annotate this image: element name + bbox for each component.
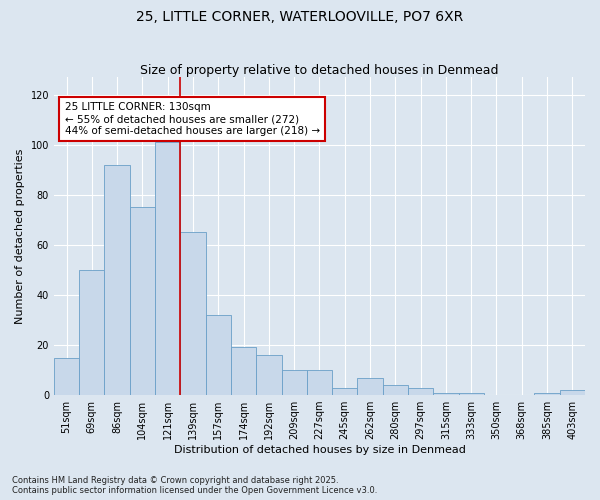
- Bar: [54, 358, 79, 395]
- Text: 25, LITTLE CORNER, WATERLOOVILLE, PO7 6XR: 25, LITTLE CORNER, WATERLOOVILLE, PO7 6X…: [136, 10, 464, 24]
- Bar: [433, 392, 458, 395]
- Bar: [535, 392, 560, 395]
- Bar: [256, 355, 281, 395]
- Y-axis label: Number of detached properties: Number of detached properties: [15, 148, 25, 324]
- Bar: [155, 142, 181, 395]
- Bar: [307, 370, 332, 395]
- Title: Size of property relative to detached houses in Denmead: Size of property relative to detached ho…: [140, 64, 499, 77]
- Bar: [281, 370, 307, 395]
- Bar: [79, 270, 104, 395]
- Bar: [332, 388, 358, 395]
- Text: 25 LITTLE CORNER: 130sqm
← 55% of detached houses are smaller (272)
44% of semi-: 25 LITTLE CORNER: 130sqm ← 55% of detach…: [65, 102, 320, 136]
- Bar: [181, 232, 206, 395]
- Bar: [104, 164, 130, 395]
- Bar: [383, 385, 408, 395]
- Bar: [206, 315, 231, 395]
- Bar: [458, 392, 484, 395]
- Bar: [408, 388, 433, 395]
- Bar: [231, 348, 256, 395]
- Bar: [560, 390, 585, 395]
- Bar: [130, 207, 155, 395]
- X-axis label: Distribution of detached houses by size in Denmead: Distribution of detached houses by size …: [173, 445, 466, 455]
- Bar: [358, 378, 383, 395]
- Text: Contains HM Land Registry data © Crown copyright and database right 2025.
Contai: Contains HM Land Registry data © Crown c…: [12, 476, 377, 495]
